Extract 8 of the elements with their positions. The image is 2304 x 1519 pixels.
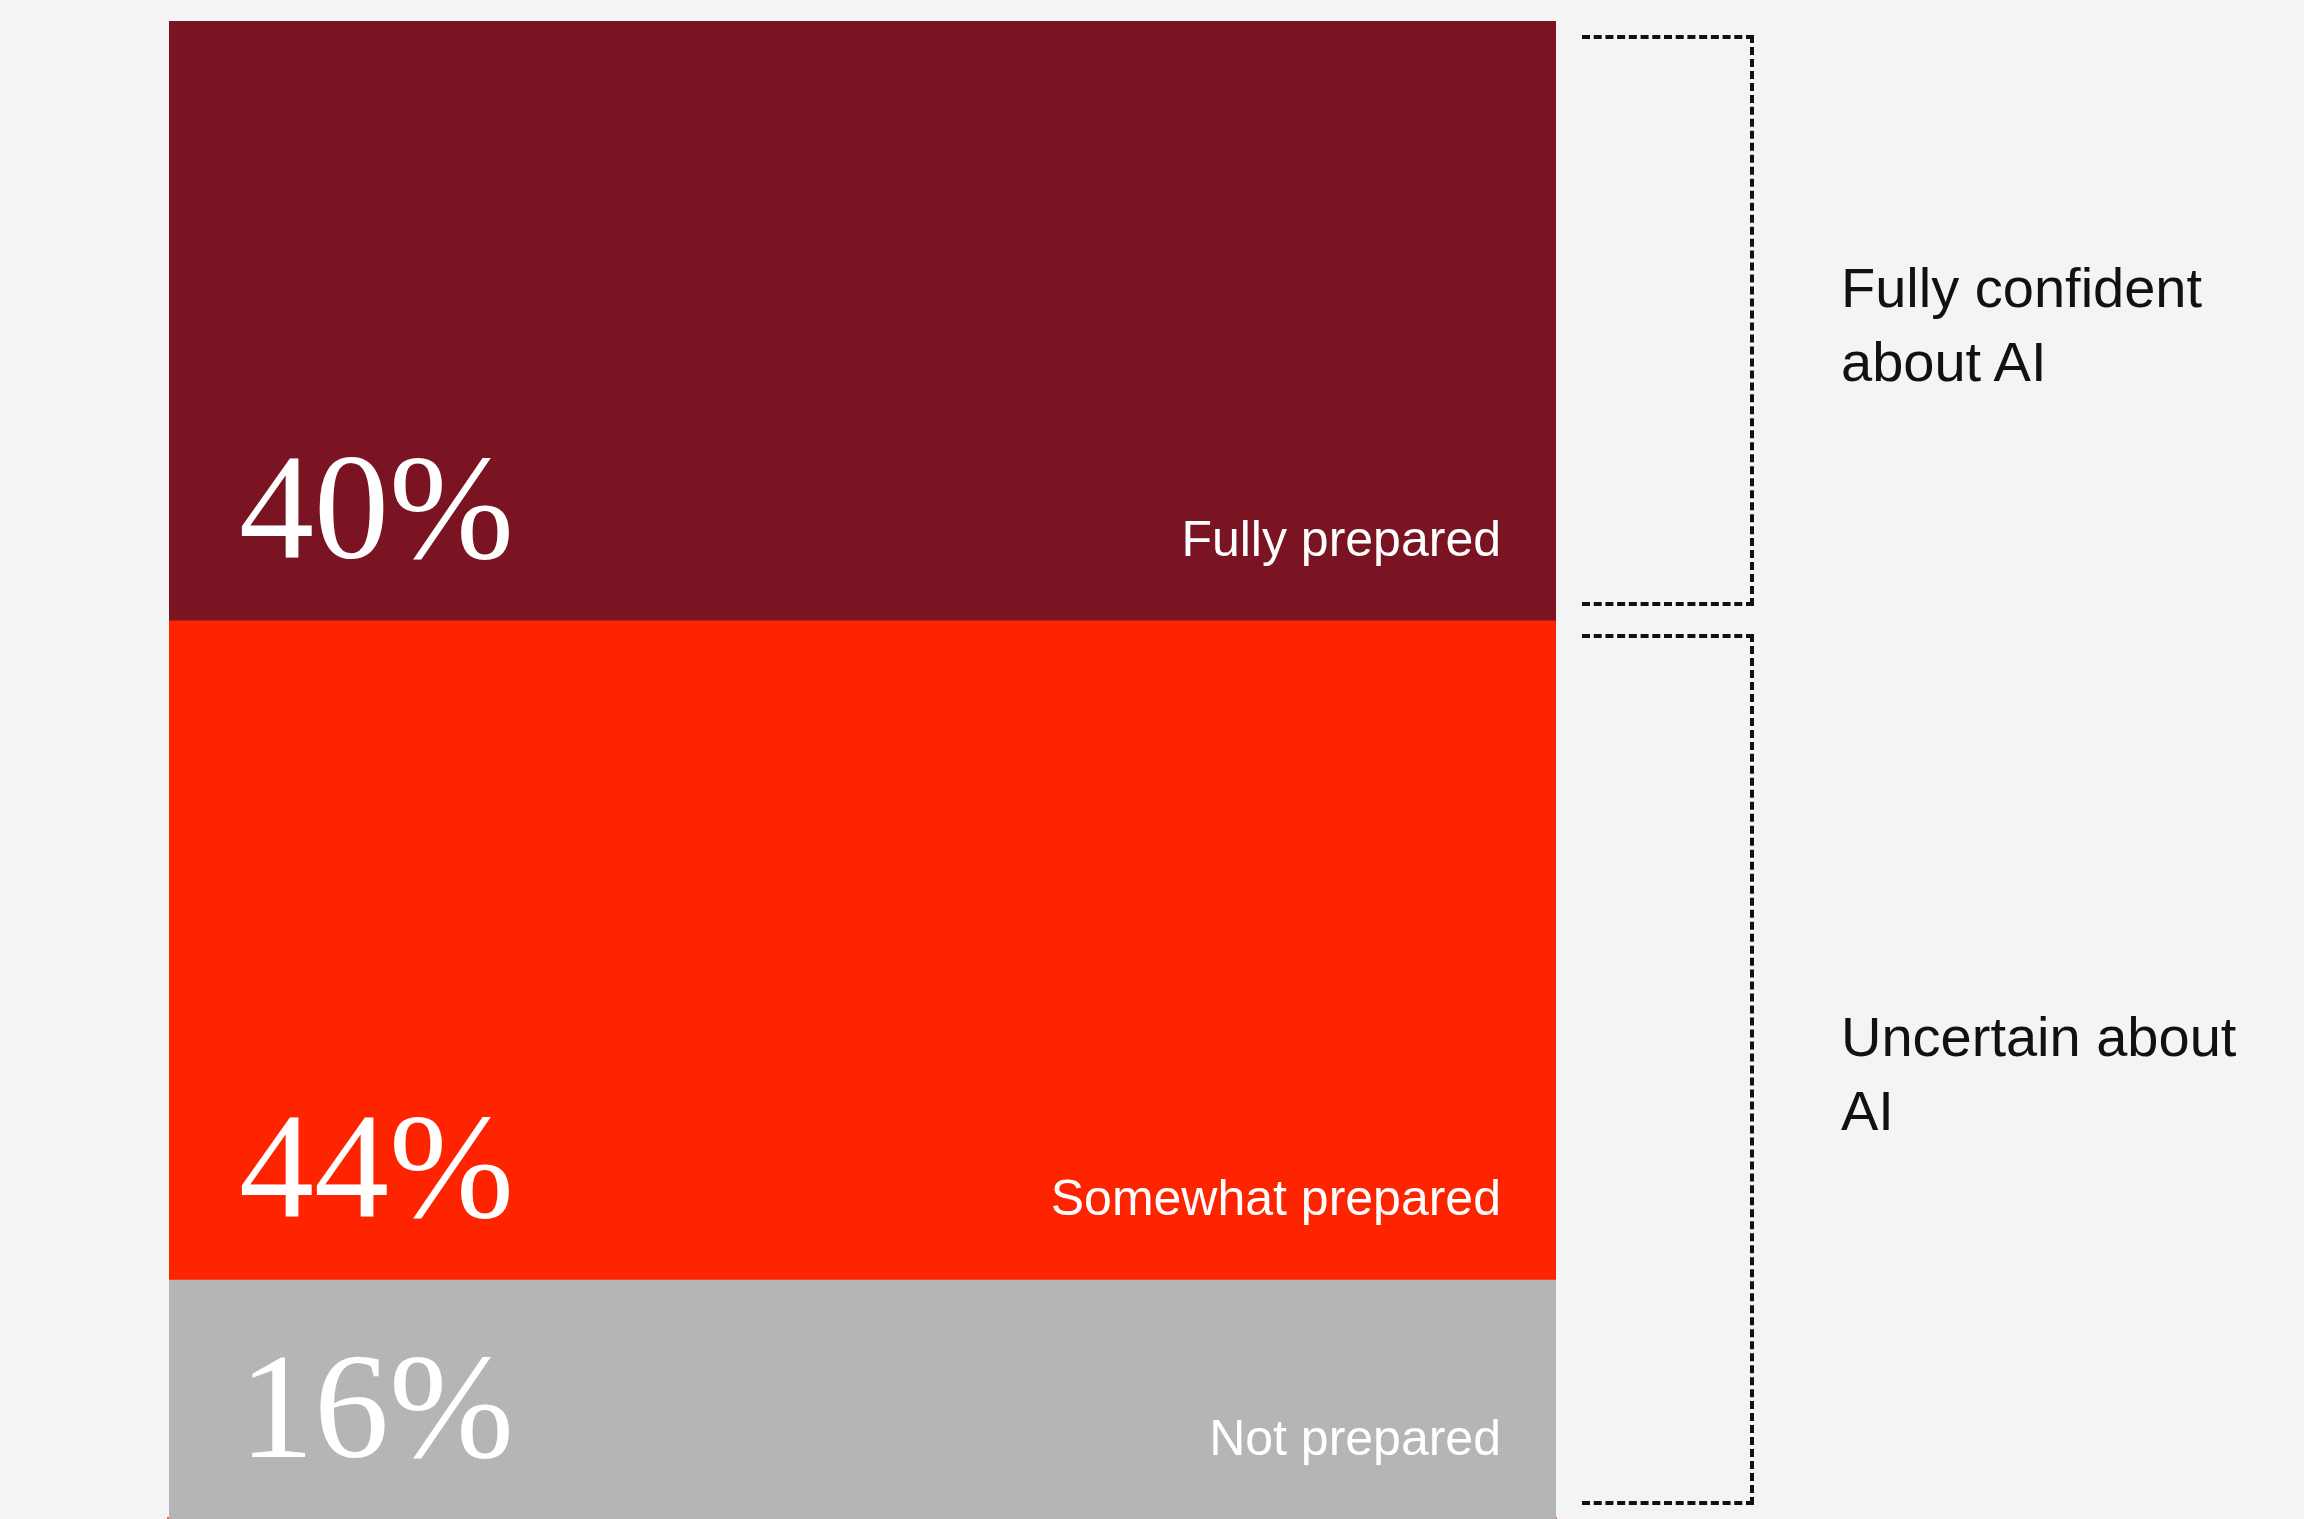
data-label: 16% — [239, 1323, 514, 1489]
series-label: Not prepared — [1209, 1410, 1501, 1466]
text: Fully confident about AI — [1841, 254, 2204, 395]
series-label: Fully prepared — [1181, 511, 1501, 568]
data-label: 40% — [239, 424, 514, 591]
data-label: 44% — [239, 1083, 514, 1250]
series-label: Somewhat prepared — [1050, 1170, 1501, 1227]
text: Uncertain about AI — [1841, 1003, 2238, 1144]
